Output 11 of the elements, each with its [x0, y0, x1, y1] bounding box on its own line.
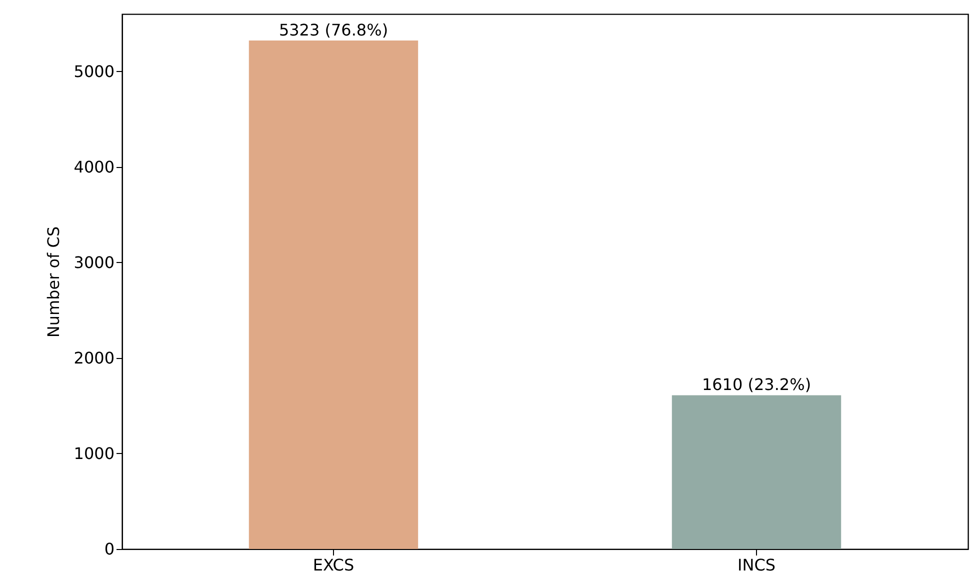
x-tick-label: EXCS: [312, 556, 354, 574]
y-tick-label: 2000: [74, 348, 114, 368]
data-label: 5323 (76.8%): [278, 20, 388, 40]
data-label: 1610 (23.2%): [702, 375, 812, 394]
y-tick-label: 0: [104, 540, 114, 558]
y-tick-label: 4000: [74, 157, 114, 176]
y-tick-label: 1000: [74, 444, 114, 463]
y-tick-label: 3000: [74, 252, 114, 272]
x-tick-label: INCS: [737, 556, 776, 574]
y-axis-title: Number of CS: [44, 226, 63, 338]
y-tick-label: 5000: [74, 62, 114, 81]
